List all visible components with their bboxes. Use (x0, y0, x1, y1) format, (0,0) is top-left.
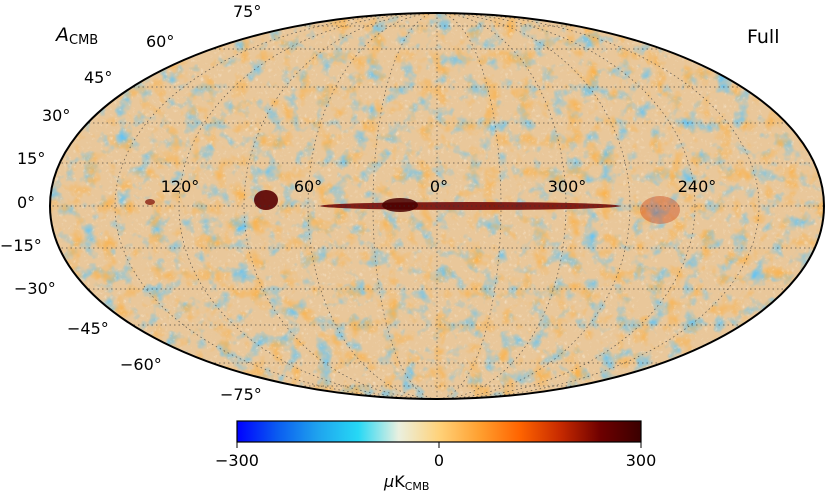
lon-label-60: 60° (293, 177, 323, 196)
lon-label-0: 0° (429, 177, 449, 196)
lon-label-240: 240° (677, 177, 717, 196)
lon-label-300: 300° (547, 177, 587, 196)
lat-label-m60: −60° (120, 355, 162, 374)
lat-label-m15: −15° (0, 236, 42, 255)
mask-label: Full (747, 26, 780, 48)
lat-label-m30: −30° (14, 279, 56, 298)
lat-label-60: 60° (146, 32, 175, 51)
colorbar-mid-label: 0 (433, 451, 445, 470)
galactic-plane (145, 190, 680, 224)
lat-label-15: 15° (17, 149, 46, 168)
lat-label-75: 75° (233, 2, 262, 21)
lat-label-m75: −75° (220, 385, 262, 404)
colorbar-max-label: 300 (625, 451, 657, 470)
lat-label-0: 0° (17, 193, 36, 212)
lon-label-120: 120° (160, 177, 200, 196)
map-border (49, 12, 825, 400)
lat-label-45: 45° (84, 68, 113, 87)
lat-label-30: 30° (42, 106, 71, 125)
colorbar (236, 420, 642, 448)
colorbar-min-label: −300 (215, 451, 259, 470)
map-title: ACMB (56, 24, 99, 48)
colorbar-unit: μKCMB (384, 472, 430, 493)
graticule (50, 13, 824, 399)
lat-label-m45: −45° (67, 319, 109, 338)
